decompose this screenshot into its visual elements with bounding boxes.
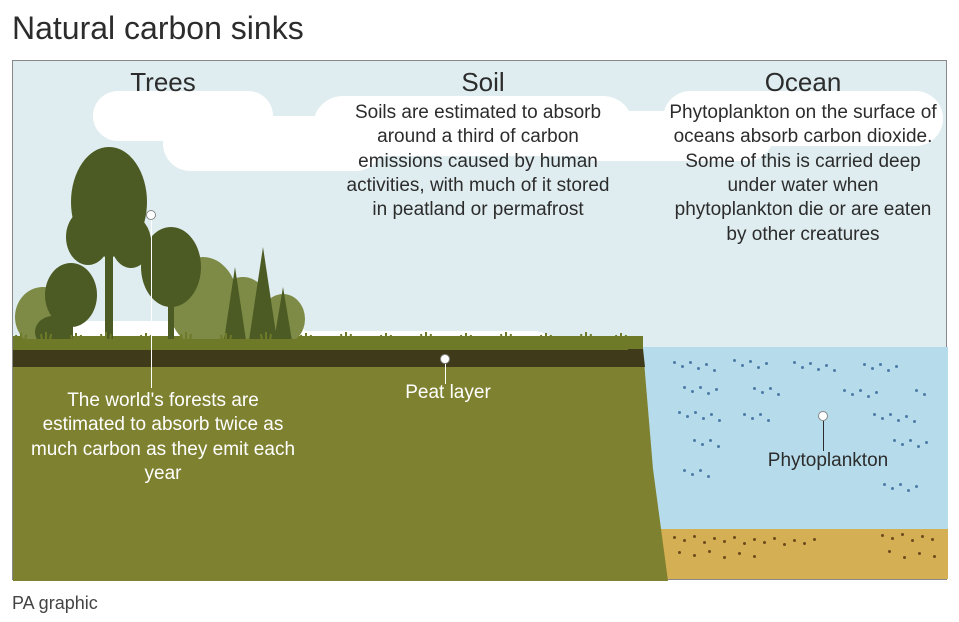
infographic-frame: Trees Soil Ocean Soils are estimated to … xyxy=(12,60,947,580)
col-body-trees: The world's forests are estimated to abs… xyxy=(28,389,298,486)
cliff-edge xyxy=(628,349,668,581)
peat-layer-region xyxy=(13,349,643,367)
callout-line-phyto xyxy=(823,421,824,451)
label-phytoplankton: Phytoplankton xyxy=(743,449,913,473)
callout-line-peat xyxy=(445,364,446,384)
callout-dot-peat xyxy=(440,354,450,364)
col-body-ocean: Phytoplankton on the surface of oceans a… xyxy=(668,101,938,247)
credit-text: PA graphic xyxy=(12,593,98,614)
callout-line-tree xyxy=(151,220,152,388)
callout-dot-phyto xyxy=(818,411,828,421)
grass-tufts xyxy=(13,325,643,347)
col-body-soil: Soils are estimated to absorb around a t… xyxy=(343,101,613,223)
col-title-soil: Soil xyxy=(433,67,533,98)
callout-dot-tree xyxy=(146,210,156,220)
page-title: Natural carbon sinks xyxy=(12,10,304,47)
col-title-trees: Trees xyxy=(93,67,233,98)
seafloor-region xyxy=(643,529,948,579)
col-title-ocean: Ocean xyxy=(733,67,873,98)
label-peat: Peat layer xyxy=(383,381,513,405)
